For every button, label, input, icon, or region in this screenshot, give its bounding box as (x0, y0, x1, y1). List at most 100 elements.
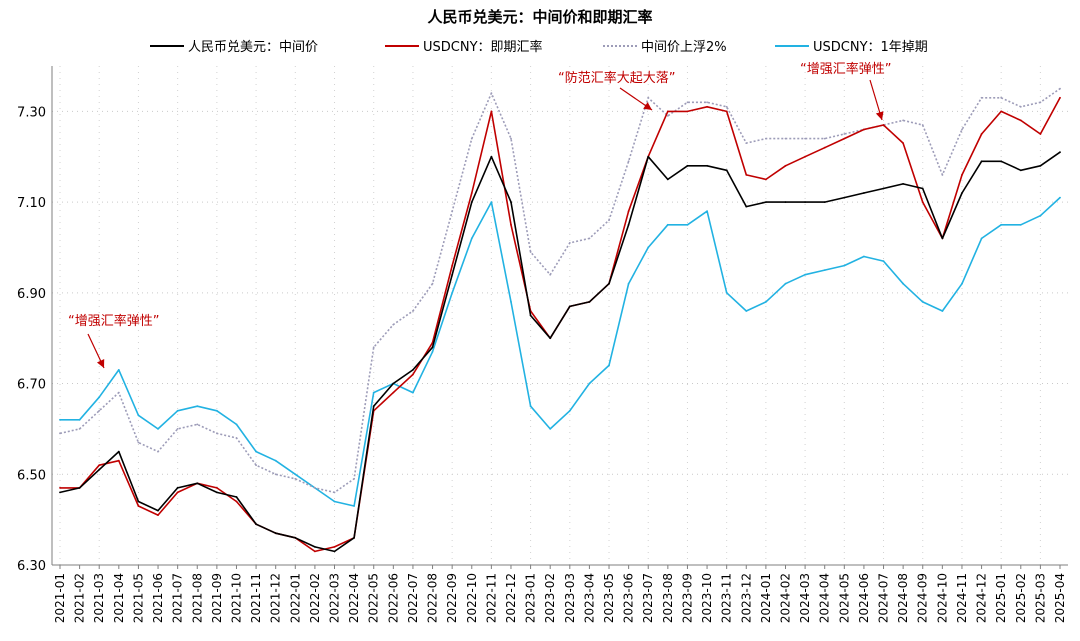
annotation-arrowhead (96, 359, 105, 368)
data-point (980, 160, 983, 163)
data-point (59, 418, 61, 421)
data-point (470, 237, 473, 240)
data-point (608, 219, 610, 222)
data-point (176, 487, 179, 489)
data-point (765, 301, 767, 303)
annotation-arrowhead (643, 102, 652, 110)
data-point (529, 405, 532, 408)
data-point (666, 115, 669, 117)
x-tick-label: 2024-06 (857, 573, 871, 623)
y-tick-label: 6.70 (17, 378, 46, 393)
data-point (59, 432, 61, 435)
data-point (235, 496, 238, 498)
data-point (176, 409, 179, 412)
series-layer (59, 87, 1061, 553)
x-tick-label: 2021-04 (112, 573, 126, 623)
data-point (372, 405, 375, 408)
data-point (78, 428, 81, 430)
data-point (1059, 196, 1061, 199)
data-point (980, 133, 983, 135)
data-point (882, 260, 885, 262)
data-point (274, 532, 277, 535)
x-tick-label: 2022-04 (347, 573, 361, 623)
data-point (451, 210, 454, 213)
y-tick-label: 7.30 (17, 105, 46, 120)
data-point (529, 314, 532, 317)
data-point (470, 201, 473, 204)
data-point (353, 536, 355, 539)
data-point (412, 369, 414, 371)
data-point (117, 369, 120, 371)
x-tick-label: 2023-11 (720, 573, 734, 623)
data-point (216, 409, 218, 412)
x-tick-label: 2022-01 (288, 573, 302, 623)
x-tick-label: 2021-10 (229, 573, 243, 623)
data-point (98, 464, 101, 467)
x-tick-label: 2024-12 (975, 573, 989, 623)
data-point (823, 146, 826, 149)
data-point (372, 391, 375, 394)
data-point (745, 310, 748, 312)
data-point (745, 205, 748, 208)
data-point (902, 119, 904, 122)
data-point (216, 487, 218, 489)
data-point (568, 409, 571, 412)
x-tick-label: 2023-12 (739, 573, 753, 623)
x-tick-label: 2021-03 (92, 573, 106, 623)
data-point (137, 414, 140, 417)
data-point (117, 391, 120, 394)
data-point (176, 491, 179, 494)
data-point (980, 96, 983, 99)
data-point (804, 273, 806, 276)
data-point (647, 155, 650, 158)
data-point (627, 282, 630, 285)
data-point (235, 423, 238, 426)
data-point (1019, 223, 1022, 226)
x-tick-label: 2024-01 (759, 573, 773, 623)
data-point (804, 137, 806, 140)
data-point (588, 237, 591, 240)
data-point (392, 382, 395, 385)
x-tick-label: 2021-07 (171, 573, 185, 623)
y-tick-label: 6.90 (17, 287, 46, 302)
data-point (412, 391, 414, 394)
data-point (294, 536, 297, 539)
data-point (1059, 96, 1061, 99)
data-point (510, 137, 512, 140)
data-point (843, 137, 846, 140)
data-point (961, 174, 963, 176)
data-point (117, 450, 120, 453)
data-point (353, 477, 355, 480)
data-point (765, 201, 767, 204)
data-point (510, 223, 512, 226)
data-point (235, 437, 238, 439)
data-point (568, 242, 571, 244)
data-point (78, 418, 81, 421)
data-point (745, 174, 748, 176)
data-point (1000, 160, 1003, 163)
x-tick-label: 2023-06 (622, 573, 636, 623)
data-point (510, 201, 512, 204)
data-point (157, 514, 159, 516)
data-point (823, 201, 826, 204)
data-point (137, 500, 140, 503)
data-point (294, 473, 297, 476)
data-point (804, 201, 806, 204)
data-point (216, 432, 218, 435)
data-point (921, 301, 924, 303)
data-point (686, 110, 689, 113)
data-point (314, 550, 316, 553)
data-point (1059, 87, 1061, 90)
legend-label: USDCNY：即期汇率 (423, 39, 543, 55)
data-point (510, 301, 512, 303)
data-point (1019, 119, 1022, 122)
data-point (412, 373, 414, 376)
x-tick-label: 2025-01 (994, 573, 1008, 623)
data-point (549, 428, 552, 430)
data-point (745, 142, 748, 145)
x-tick-label: 2021-11 (249, 573, 263, 623)
x-tick-label: 2022-07 (406, 573, 420, 623)
data-point (314, 487, 316, 489)
x-tick-label: 2021-06 (151, 573, 165, 623)
data-point (686, 164, 689, 167)
